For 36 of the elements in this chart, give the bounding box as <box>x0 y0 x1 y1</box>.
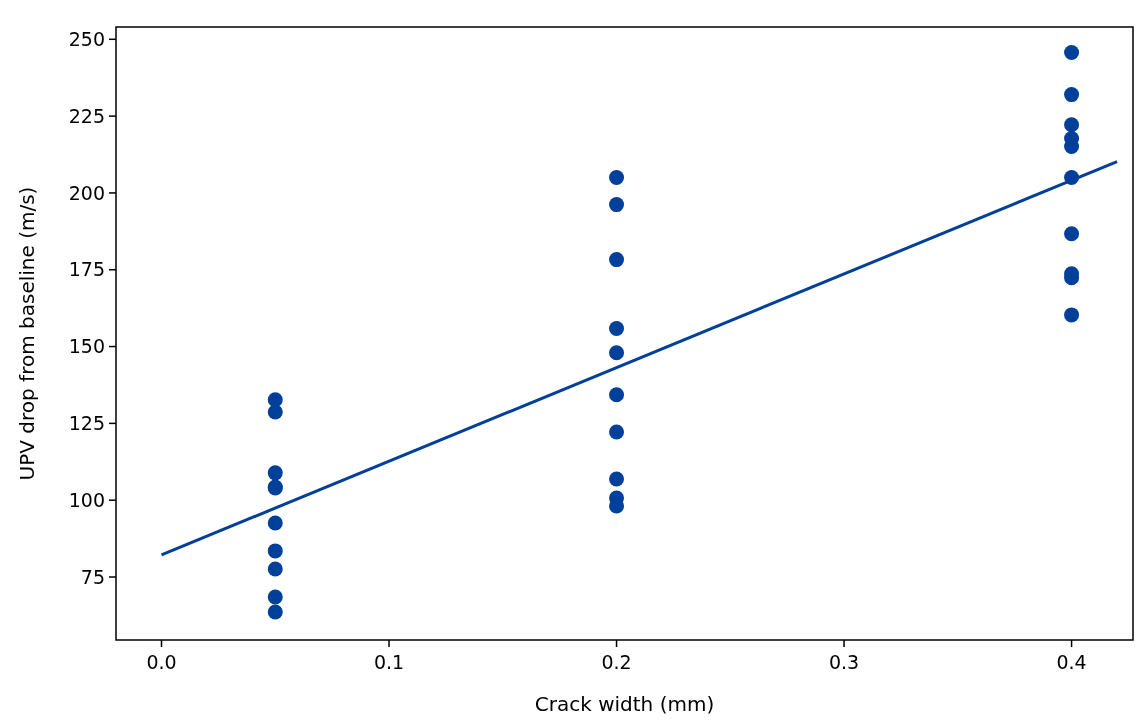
point <box>609 252 625 268</box>
point <box>609 424 625 440</box>
point <box>1064 226 1080 242</box>
point <box>1064 87 1080 103</box>
point <box>609 471 625 487</box>
point <box>609 197 625 213</box>
point <box>1064 117 1080 133</box>
point <box>267 543 283 559</box>
point <box>267 515 283 531</box>
x-tick-label: 0.3 <box>828 651 860 673</box>
y-tick-label: 150 <box>68 335 105 358</box>
x-axis-title: Crack width (mm) <box>534 692 715 716</box>
y-tick-label: 200 <box>68 181 105 204</box>
y-tick-label: 75 <box>80 565 105 588</box>
point <box>609 387 625 403</box>
x-tick-label: 0.2 <box>601 651 632 673</box>
point <box>609 320 625 336</box>
point <box>1064 45 1080 60</box>
y-tick-label: 100 <box>68 488 105 511</box>
point <box>267 465 283 481</box>
point <box>609 170 625 186</box>
point <box>1064 307 1080 323</box>
point <box>267 589 283 605</box>
point <box>267 561 283 577</box>
y-tick-label: 225 <box>68 104 105 127</box>
point <box>267 604 283 620</box>
point <box>267 404 283 420</box>
point <box>267 392 283 408</box>
point <box>609 345 625 361</box>
x-tick-label: 0.1 <box>373 651 405 673</box>
x-tick-label: 0.0 <box>146 651 177 673</box>
y-axis-title: UPV drop from baseline (m/s) <box>15 186 39 481</box>
y-tick-label: 175 <box>68 258 105 281</box>
y-tick-label: 250 <box>68 27 105 50</box>
x-tick-label: 0.4 <box>1056 651 1087 673</box>
y-tick-label: 125 <box>68 412 105 435</box>
